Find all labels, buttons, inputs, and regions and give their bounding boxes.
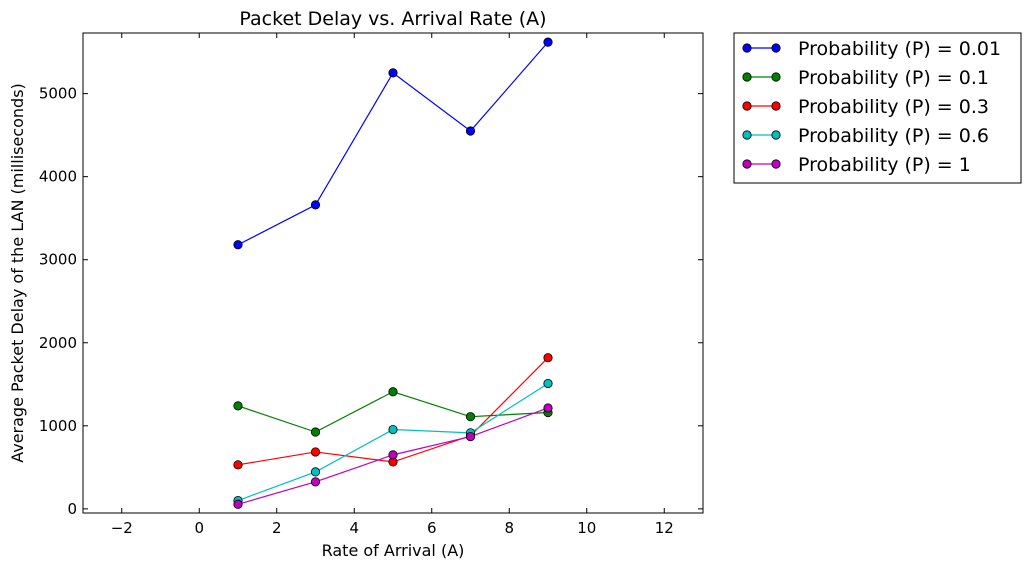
legend-marker-3: [742, 130, 752, 140]
legend-marker-4: [742, 159, 752, 169]
data-point-4-2: [388, 450, 398, 460]
data-point-4-1: [310, 477, 321, 487]
x-tick-label: 6: [427, 519, 437, 537]
legend-label-2: Probability (P) = 0.3: [798, 96, 989, 118]
x-tick-label: 10: [577, 519, 596, 537]
series-points: [233, 37, 553, 509]
series-line-3: [237, 382, 549, 502]
legend-label-3: Probability (P) = 0.6: [798, 125, 989, 147]
data-point-4-4: [543, 403, 553, 413]
data-point-1-3: [465, 412, 476, 422]
legend-marker-2: [742, 101, 752, 111]
y-tick-label: 4000: [39, 168, 77, 186]
legend-marker-1: [742, 72, 752, 82]
legend-marker-0: [771, 43, 781, 53]
legend-label-0: Probability (P) = 0.01: [798, 38, 1001, 60]
x-axis-label: Rate of Arrival (A): [322, 541, 465, 560]
data-point-4-0: [233, 499, 243, 509]
x-tick-label: 0: [194, 519, 204, 537]
y-tick-label: 2000: [39, 334, 77, 352]
y-tick-label: 0: [67, 500, 77, 518]
x-tick-label: 4: [349, 519, 359, 537]
legend: Probability (P) = 0.01 Probability (P) = …: [733, 32, 1022, 184]
legend-marker-4: [771, 159, 781, 169]
y-axis-label: Average Packet Delay of the LAN (millise…: [8, 83, 27, 463]
legend-marker-1: [771, 72, 781, 82]
legend-box: [733, 32, 1022, 184]
legend-label-4: Probability (P) = 1: [798, 154, 971, 176]
data-point-1-2: [388, 387, 398, 397]
axis-ticks: −2 0 2 4 6 8 10 12 0 1000 2000 3000 4000 5000: [39, 33, 703, 537]
data-point-2-1: [310, 447, 321, 457]
x-tick-label: 12: [655, 519, 674, 537]
data-point-2-0: [233, 460, 243, 470]
data-point-3-4: [543, 378, 553, 389]
series-lines: [237, 41, 549, 505]
plot-area-frame: [82, 32, 704, 514]
data-point-3-2: [388, 424, 398, 435]
data-point-4-3: [465, 431, 476, 442]
x-tick-label: −2: [111, 519, 133, 537]
x-tick-label: 8: [504, 519, 514, 537]
data-point-3-1: [310, 467, 321, 477]
y-tick-label: 5000: [39, 85, 77, 103]
data-point-0-0: [233, 240, 243, 250]
data-point-0-1: [310, 200, 321, 210]
legend-marker-2: [771, 101, 781, 111]
data-point-1-1: [310, 427, 321, 437]
data-point-1-0: [233, 401, 243, 411]
y-tick-label: 3000: [39, 251, 77, 269]
x-tick-label: 2: [272, 519, 282, 537]
data-point-2-4: [543, 353, 553, 363]
data-point-0-4: [543, 37, 553, 47]
y-tick-label: 1000: [39, 417, 77, 435]
legend-label-1: Probability (P) = 0.1: [798, 67, 989, 89]
series-line-2: [237, 357, 549, 466]
legend-marker-0: [742, 43, 752, 53]
legend-marker-3: [771, 130, 781, 140]
chart-title: Packet Delay vs. Arrival Rate (A): [239, 8, 546, 30]
data-point-0-3: [465, 126, 476, 136]
data-point-0-2: [388, 68, 398, 78]
